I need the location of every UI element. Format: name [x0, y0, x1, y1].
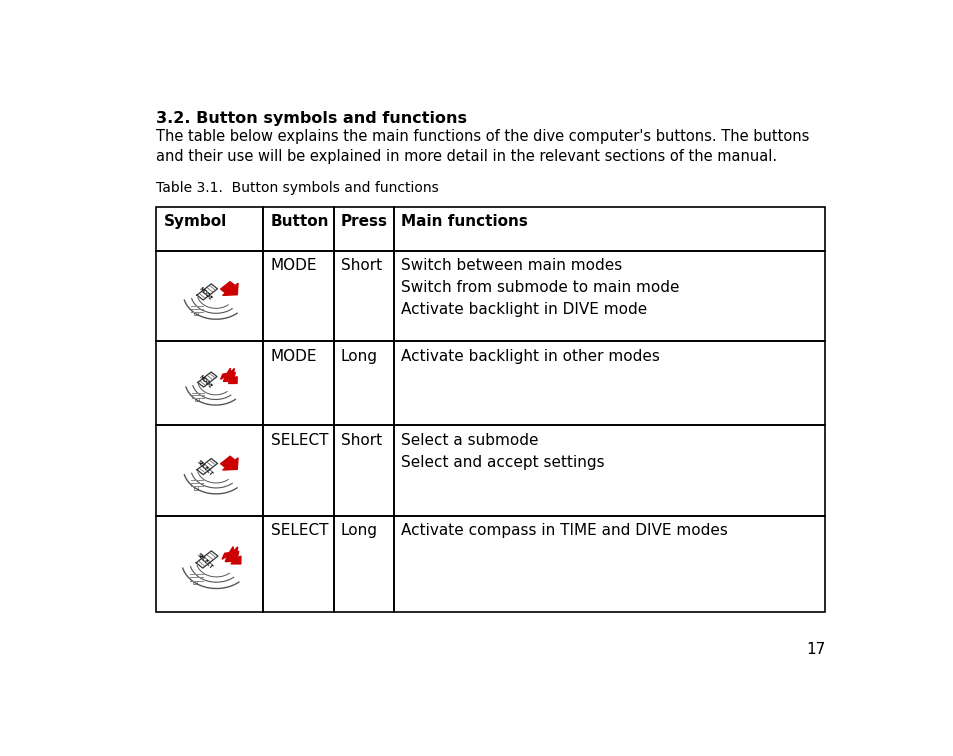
Text: 17: 17: [805, 642, 824, 656]
Polygon shape: [196, 551, 217, 568]
Text: Long: Long: [340, 349, 377, 364]
Polygon shape: [220, 282, 238, 296]
Bar: [394, 516, 824, 612]
Polygon shape: [220, 457, 238, 470]
Text: Symbol: Symbol: [164, 214, 227, 229]
Text: MODE: MODE: [197, 287, 213, 302]
Text: Short: Short: [340, 433, 381, 448]
Bar: [394, 341, 824, 426]
Text: Switch between main modes
Switch from submode to main mode
Activate backlight in: Switch between main modes Switch from su…: [400, 259, 679, 317]
Bar: [334, 207, 394, 251]
Polygon shape: [222, 547, 241, 564]
Text: SELECT: SELECT: [271, 523, 328, 538]
Bar: [334, 251, 394, 341]
Bar: [156, 251, 263, 341]
Bar: [263, 516, 334, 612]
Text: Press: Press: [340, 214, 388, 229]
Text: MODE: MODE: [271, 349, 316, 364]
Bar: [394, 251, 824, 341]
Bar: [394, 207, 824, 251]
Text: MODE: MODE: [198, 373, 213, 389]
Text: Short: Short: [340, 259, 381, 274]
Text: SELECT: SELECT: [196, 553, 213, 571]
Bar: [334, 341, 394, 426]
Bar: [194, 398, 198, 401]
Bar: [334, 516, 394, 612]
Bar: [156, 341, 263, 426]
Bar: [334, 426, 394, 516]
Bar: [156, 516, 263, 612]
Bar: [193, 486, 198, 490]
Text: MODE: MODE: [271, 259, 316, 274]
Bar: [263, 207, 334, 251]
Bar: [263, 251, 334, 341]
Polygon shape: [196, 458, 217, 475]
Text: Activate compass in TIME and DIVE modes: Activate compass in TIME and DIVE modes: [400, 523, 727, 538]
Text: SELECT: SELECT: [196, 460, 214, 478]
Text: Table 3.1.  Button symbols and functions: Table 3.1. Button symbols and functions: [156, 181, 438, 195]
Polygon shape: [196, 284, 217, 300]
Text: Activate backlight in other modes: Activate backlight in other modes: [400, 349, 659, 364]
Polygon shape: [197, 372, 216, 387]
Text: Select a submode
Select and accept settings: Select a submode Select and accept setti…: [400, 433, 604, 469]
Bar: [193, 581, 197, 584]
Bar: [193, 311, 198, 315]
Text: 3.2. Button symbols and functions: 3.2. Button symbols and functions: [156, 111, 467, 126]
Bar: [156, 426, 263, 516]
Text: The table below explains the main functions of the dive computer's buttons. The : The table below explains the main functi…: [156, 129, 809, 164]
Text: Main functions: Main functions: [400, 214, 527, 229]
Bar: [263, 426, 334, 516]
Text: Long: Long: [340, 523, 377, 538]
Bar: [156, 207, 263, 251]
Text: SELECT: SELECT: [271, 433, 328, 448]
Text: Button: Button: [271, 214, 329, 229]
Polygon shape: [220, 368, 237, 383]
Bar: [394, 426, 824, 516]
Bar: [263, 341, 334, 426]
